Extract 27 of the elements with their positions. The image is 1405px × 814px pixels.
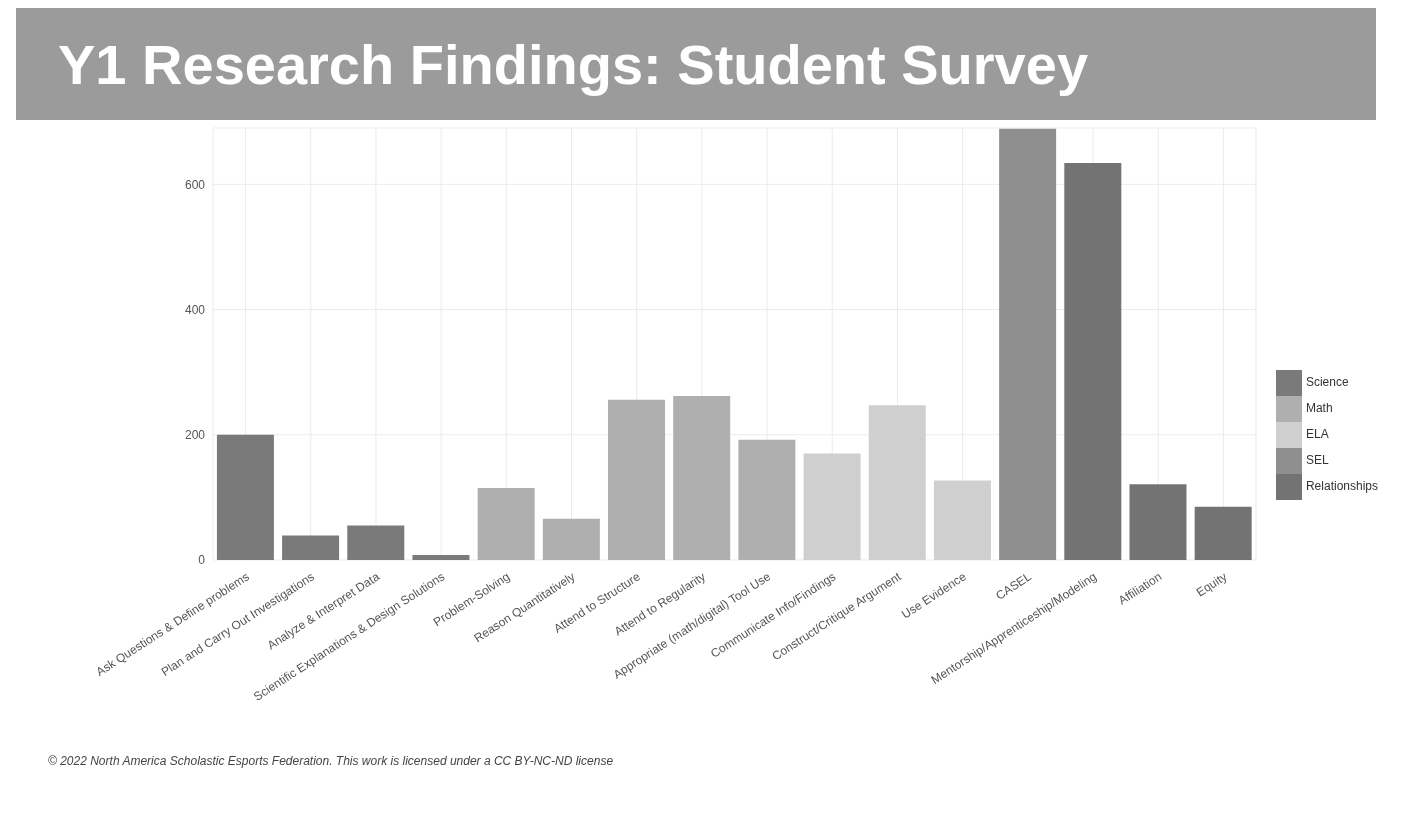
bar bbox=[347, 525, 405, 560]
legend-label: SEL bbox=[1305, 453, 1329, 468]
bar bbox=[412, 554, 470, 560]
bar bbox=[216, 434, 274, 560]
bar bbox=[282, 535, 340, 560]
bar bbox=[608, 399, 666, 560]
bar bbox=[1129, 484, 1187, 560]
legend-label: Relationships bbox=[1305, 479, 1378, 494]
bar bbox=[868, 405, 926, 560]
y-tick-label: 0 bbox=[198, 553, 206, 568]
y-tick-label: 200 bbox=[184, 428, 206, 443]
bar bbox=[1064, 163, 1122, 560]
y-tick-label: 400 bbox=[184, 302, 206, 317]
bar bbox=[477, 488, 535, 560]
bar bbox=[933, 480, 991, 560]
bar bbox=[542, 518, 600, 560]
legend-label: Math bbox=[1305, 401, 1333, 416]
bar bbox=[999, 128, 1057, 560]
y-tick-label: 600 bbox=[184, 177, 206, 192]
bar bbox=[803, 453, 861, 560]
bar bbox=[1194, 506, 1252, 560]
bar bbox=[738, 439, 796, 560]
text: © 2022 North America Scholastic Esports Federation. This work is licensed under a CC BY-NC-ND license bbox=[48, 754, 615, 768]
legend-label: ELA bbox=[1305, 427, 1329, 442]
bar bbox=[673, 395, 731, 560]
chart-title: Y1 Research Findings: Student Survey bbox=[58, 31, 1089, 97]
legend-label: Science bbox=[1305, 375, 1349, 390]
